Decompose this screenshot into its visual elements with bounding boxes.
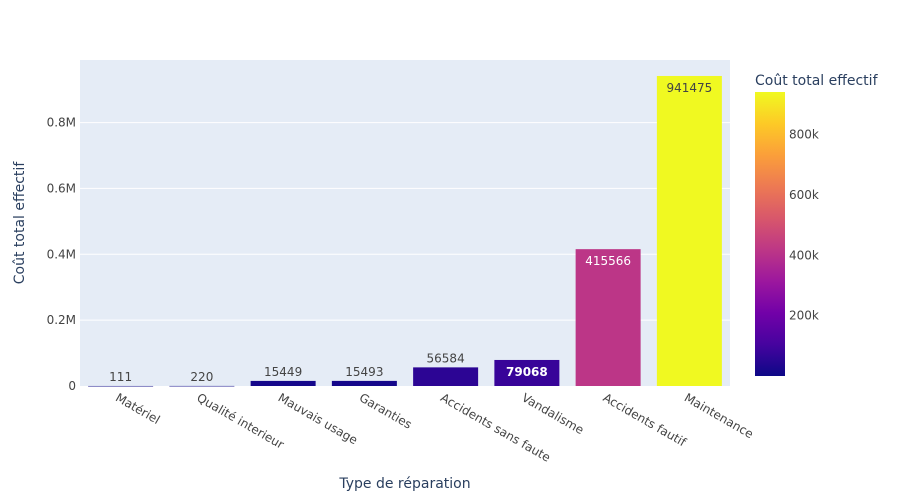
bar [331,380,397,386]
bars [88,75,722,387]
bar-value-label: 941475 [666,81,712,95]
bar [88,385,154,387]
colorbar-title: Coût total effectif [755,73,879,89]
x-tick-label: Mauvais usage [276,390,360,447]
colorbar [755,92,785,376]
x-tick-label: Qualité interieur [194,390,286,451]
y-axis-ticks: 0 0.2M 0.4M 0.6M 0.8M [47,116,76,393]
x-tick-label: Garanties [357,390,414,431]
y-axis-title: Coût total effectif [12,161,28,285]
colorbar-tick-label: 800k [789,128,819,142]
bar-value-label: 79068 [506,365,548,379]
colorbar-tick-label: 600k [789,188,819,202]
bar [575,249,641,386]
bar-labels: 111 220 15449 15493 56584 79068 415566 941475 [109,81,712,384]
bar [250,380,316,386]
x-tick-label: Accidents fautif [601,390,690,449]
bar-value-label: 56584 [427,351,465,365]
y-tick-label: 0.8M [47,116,76,130]
bar [656,75,722,386]
y-tick-label: 0.2M [47,313,76,327]
y-tick-label: 0.6M [47,181,76,195]
bar [494,359,560,386]
bar-value-label: 220 [190,370,213,384]
x-tick-label: Matériel [113,390,162,427]
bar [413,367,479,386]
bar-value-label: 415566 [585,254,631,268]
colorbar-tick-label: 400k [789,248,819,262]
x-tick-label: Maintenance [682,390,756,441]
colorbar-ticks: 200k 400k 600k 800k [789,128,819,323]
bar [169,385,235,387]
x-tick-label: Vandalisme [519,390,586,437]
bar-value-label: 111 [109,370,132,384]
x-axis-title: Type de réparation [338,476,470,492]
colorbar-tick-label: 200k [789,309,819,323]
y-tick-label: 0.4M [47,247,76,261]
bar-value-label: 15449 [264,365,302,379]
bar-value-label: 15493 [345,365,383,379]
y-tick-label: 0 [68,379,76,393]
